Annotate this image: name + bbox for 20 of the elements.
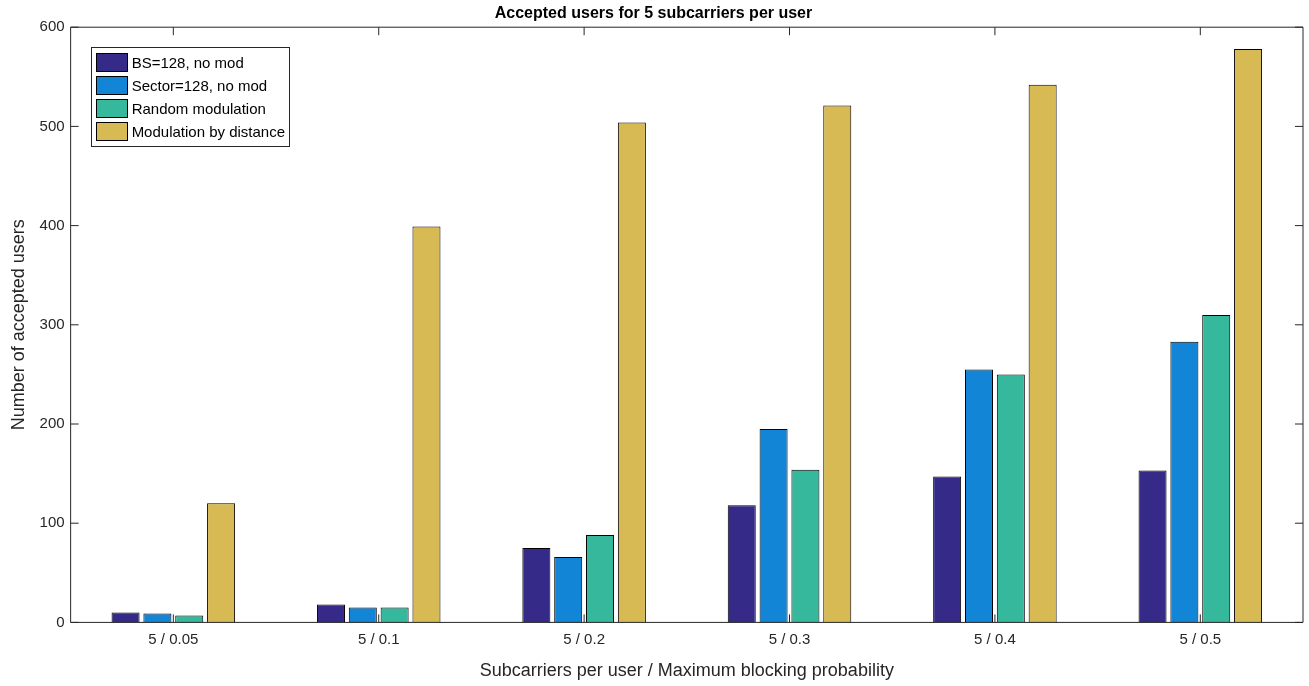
y-tick-label: 100 (39, 513, 65, 531)
y-tick-label: 0 (56, 612, 65, 630)
x-tick-label: 5 / 0.4 (974, 629, 1016, 647)
x-axis-title: Subcarriers per user / Maximum blocking probability (479, 660, 894, 681)
x-tick-label: 5 / 0.1 (357, 629, 400, 647)
legend-label: BS=128, no mod (131, 54, 244, 72)
y-tick-label: 300 (39, 314, 65, 332)
y-tick-label: 500 (39, 116, 65, 134)
y-tick-label: 400 (39, 215, 65, 233)
legend-label: Sector=128, no mod (131, 77, 268, 95)
y-axis-title: Number of accepted users (7, 219, 28, 431)
y-tick-label: 200 (39, 414, 65, 432)
y-tick-label: 600 (39, 17, 65, 35)
x-tick-label: 5 / 0.2 (563, 629, 605, 647)
legend-label: Modulation by distance (131, 123, 286, 141)
legend-label: Random modulation (131, 100, 266, 118)
chart-title: Accepted users for 5 subcarriers per user (494, 4, 813, 22)
x-tick-label: 5 / 0.3 (768, 629, 811, 647)
x-tick-label: 5 / 0.5 (1179, 629, 1222, 647)
x-tick-label: 5 / 0.05 (148, 629, 199, 647)
